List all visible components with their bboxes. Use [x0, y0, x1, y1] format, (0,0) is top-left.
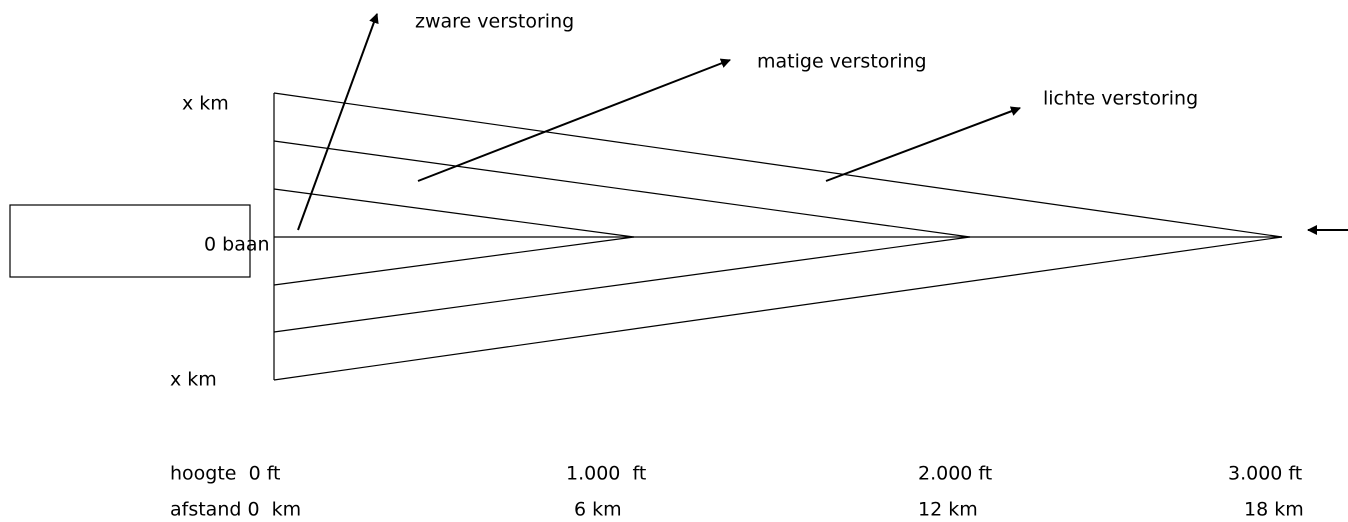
label: x km: [170, 369, 217, 391]
distance-label: afstand 0 km: [170, 499, 301, 521]
zone-line: [273, 236, 1283, 381]
height-label: 2.000 ft: [918, 463, 992, 485]
zone-line: [273, 236, 635, 286]
runway-box: [9, 204, 251, 278]
zone-line: [273, 236, 971, 333]
distance-label: 18 km: [1244, 499, 1304, 521]
zone-line: [273, 92, 1283, 238]
distance-label: 12 km: [918, 499, 978, 521]
zone-line: [273, 140, 971, 238]
height-label: 3.000 ft: [1228, 463, 1302, 485]
arrow: [297, 13, 379, 231]
height-label: 1.000 ft: [566, 463, 646, 485]
label: zware verstoring: [415, 11, 574, 33]
arrow: [825, 106, 1021, 182]
arrow: [417, 58, 731, 182]
zone-line: [273, 188, 635, 238]
label: 0 baan: [204, 234, 270, 256]
label: lichte verstoring: [1043, 88, 1198, 110]
label: matige verstoring: [757, 51, 927, 73]
height-label: hoogte 0 ft: [170, 463, 281, 485]
distance-label: 6 km: [574, 499, 622, 521]
label: x km: [182, 93, 229, 115]
